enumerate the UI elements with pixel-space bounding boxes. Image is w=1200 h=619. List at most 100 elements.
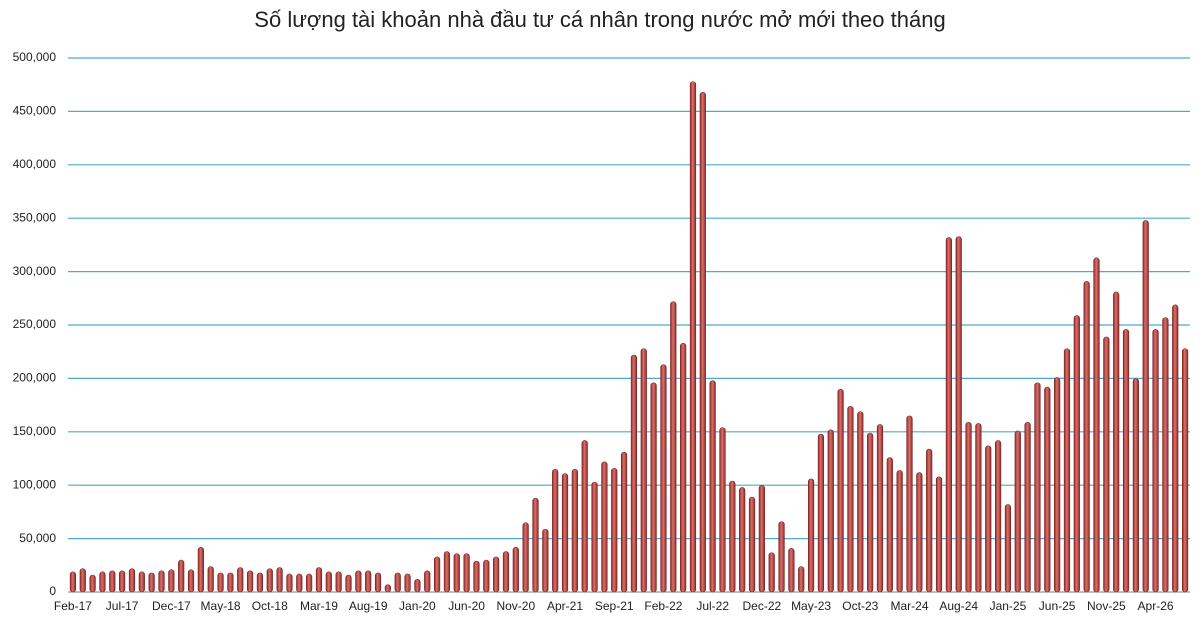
y-tick-label: 0: [49, 584, 56, 598]
bar: [414, 579, 421, 593]
bar: [493, 556, 500, 593]
bar: [768, 552, 775, 593]
bar: [778, 521, 785, 593]
bar: [1152, 329, 1159, 593]
x-tick-label: Mar-19: [300, 599, 338, 613]
bar: [355, 570, 362, 593]
bar: [394, 572, 401, 593]
bar: [187, 569, 195, 593]
bar: [561, 473, 569, 593]
bar: [630, 354, 638, 593]
bar: [1004, 504, 1012, 593]
x-tick-label: May-18: [201, 599, 241, 613]
bar: [384, 584, 391, 593]
bar: [1054, 377, 1061, 593]
bar: [443, 551, 451, 593]
bar: [699, 92, 706, 593]
bar: [886, 457, 893, 593]
bar: [246, 570, 254, 593]
bar: [532, 497, 539, 593]
bar: [975, 423, 982, 593]
bar: [542, 528, 549, 593]
bar: [256, 572, 264, 593]
bar: [207, 566, 214, 593]
bar: [601, 461, 608, 593]
x-tick-label: Dec-17: [152, 599, 191, 613]
bar: [168, 569, 175, 593]
bar: [512, 546, 519, 593]
bar: [306, 573, 313, 593]
bar: [522, 522, 529, 593]
y-tick-label: 50,000: [19, 531, 56, 545]
bar: [1142, 220, 1149, 593]
bar: [670, 301, 677, 593]
bar: [79, 568, 86, 593]
bar: [109, 570, 116, 593]
bar: [709, 380, 716, 593]
x-tick-label: Apr-21: [547, 599, 583, 613]
bar: [345, 574, 352, 593]
y-tick-label: 200,000: [13, 371, 57, 385]
bar: [758, 485, 765, 593]
bar: [788, 548, 795, 593]
bar: [748, 496, 756, 593]
x-tick-label: Aug-24: [939, 599, 978, 613]
y-tick-label: 400,000: [13, 157, 57, 171]
bar: [1122, 329, 1130, 593]
x-tick-label: Oct-18: [252, 599, 288, 613]
x-tick-label: Feb-17: [54, 599, 92, 613]
bar: [680, 342, 687, 593]
bar: [827, 429, 834, 593]
bar: [1073, 315, 1080, 593]
bar: [611, 467, 618, 593]
bar: [483, 559, 490, 593]
bar: [1014, 430, 1021, 593]
bar: [433, 556, 441, 593]
bar: [1093, 257, 1100, 593]
chart-title: Số lượng tài khoản nhà đầu tư cá nhân tr…: [254, 7, 945, 32]
x-tick-label: Dec-22: [743, 599, 782, 613]
x-tick-label: Nov-20: [496, 599, 535, 613]
bar: [424, 570, 431, 593]
bar: [1181, 348, 1189, 593]
bar: [1103, 336, 1110, 593]
bar: [867, 432, 874, 593]
bar: [119, 570, 126, 593]
bar: [217, 572, 224, 593]
bar: [99, 571, 106, 593]
bar: [148, 572, 155, 593]
bar: [502, 551, 510, 593]
bar: [286, 573, 293, 593]
bar: [935, 476, 943, 593]
bar: [325, 571, 332, 593]
bar: [620, 451, 628, 593]
y-tick-label: 500,000: [13, 50, 57, 64]
bar: [837, 388, 844, 593]
bar: [807, 478, 815, 593]
x-tick-label: Aug-19: [349, 599, 388, 613]
x-tick-label: Jul-17: [106, 599, 139, 613]
bar: [158, 570, 165, 593]
bar: [926, 448, 933, 593]
bar: [315, 567, 323, 593]
bar: [660, 364, 667, 593]
bar: [640, 348, 647, 593]
y-tick-label: 250,000: [13, 317, 57, 331]
bar: [1172, 304, 1179, 593]
bar: [374, 572, 382, 593]
x-tick-label: May-23: [791, 599, 831, 613]
bar: [1063, 348, 1071, 593]
bar: [296, 573, 303, 593]
x-tick-label: Jun-25: [1039, 599, 1076, 613]
bar: [857, 411, 864, 593]
bar: [1083, 281, 1090, 593]
bar: [365, 570, 372, 593]
bar: [739, 487, 746, 593]
bar: [1113, 291, 1120, 593]
bar: [1132, 378, 1139, 593]
x-tick-label: Jul-22: [696, 599, 729, 613]
x-tick-label: Mar-24: [890, 599, 928, 613]
bar: [463, 553, 470, 593]
y-tick-label: 100,000: [13, 477, 57, 491]
